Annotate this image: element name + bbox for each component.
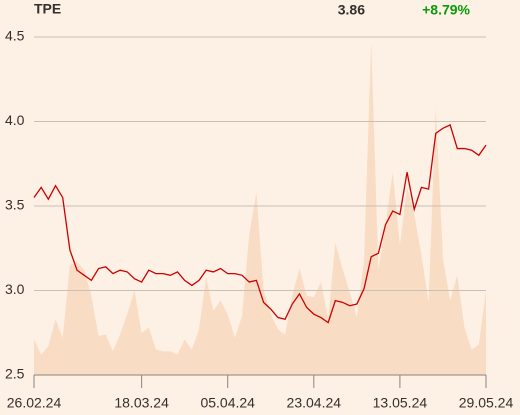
price-change: +8.79%: [422, 2, 470, 18]
y-tick-label: 3.5: [5, 197, 25, 213]
y-tick-label: 3.0: [5, 281, 25, 297]
x-tick-label: 18.03.24: [114, 395, 169, 411]
x-tick-label: 13.05.24: [373, 395, 428, 411]
volume-area: [34, 42, 486, 375]
chart-title: TPE: [34, 1, 61, 17]
x-tick-label: 29.05.24: [459, 395, 514, 411]
y-tick-label: 2.5: [5, 366, 25, 382]
y-tick-label: 4.0: [5, 112, 25, 128]
last-price: 3.86: [338, 2, 365, 18]
y-tick-label: 4.5: [5, 28, 25, 44]
x-tick-label: 23.04.24: [287, 395, 342, 411]
x-tick-label: 26.02.24: [7, 395, 62, 411]
x-tick-label: 05.04.24: [200, 395, 255, 411]
price-line: [33, 123, 487, 324]
